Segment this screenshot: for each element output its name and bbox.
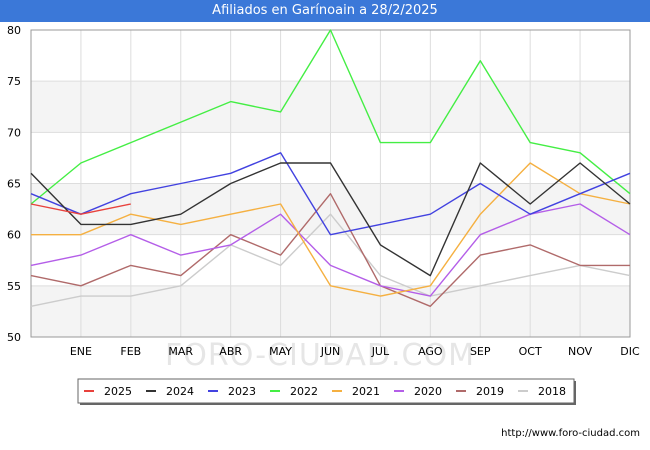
legend-label-2023: 2023 (228, 385, 256, 398)
y-tick-label: 65 (7, 178, 21, 191)
x-tick-label: SEP (470, 345, 491, 358)
series-line-2024 (30, 162, 631, 277)
x-tick-label: ABR (219, 345, 242, 358)
watermark-text: FORO-CIUDAD.COM (165, 338, 475, 373)
x-tick-label: JUL (371, 345, 390, 358)
y-tick-label: 75 (7, 75, 21, 88)
x-tick-label: NOV (568, 345, 593, 358)
series-line-2021 (31, 162, 631, 297)
series-line-2022 (30, 29, 631, 205)
legend-label-2021: 2021 (352, 385, 380, 398)
x-tick-label: OCT (519, 345, 542, 358)
x-tick-label: MAR (168, 345, 193, 358)
series-line-2025 (30, 203, 131, 215)
x-tick-label: JUN (320, 345, 341, 358)
source-url: http://www.foro-ciudad.com (501, 428, 640, 439)
legend-label-2019: 2019 (476, 385, 504, 398)
y-tick-label: 50 (7, 331, 21, 344)
legend-label-2025: 2025 (104, 385, 132, 398)
x-tick-label: DIC (620, 345, 640, 358)
y-tick-label: 55 (7, 280, 21, 293)
chart-title: Afiliados en Garínoain a 28/2/2025 (0, 0, 650, 22)
y-tick-label: 80 (7, 24, 21, 37)
legend-label-2022: 2022 (290, 385, 318, 398)
legend-label-2024: 2024 (166, 385, 194, 398)
legend-box (77, 378, 575, 404)
x-tick-label: MAY (269, 345, 292, 358)
x-tick-label: ENE (70, 345, 92, 358)
series-line-2023 (30, 152, 631, 236)
y-tick-label: 70 (7, 126, 21, 139)
series-line-2018 (30, 213, 631, 307)
y-tick-label: 60 (7, 229, 21, 242)
x-tick-label: FEB (120, 345, 141, 358)
legend-label-2018: 2018 (538, 385, 566, 398)
legend-label-2020: 2020 (414, 385, 442, 398)
series-line-2019 (30, 192, 630, 307)
x-tick-label: AGO (418, 345, 443, 358)
